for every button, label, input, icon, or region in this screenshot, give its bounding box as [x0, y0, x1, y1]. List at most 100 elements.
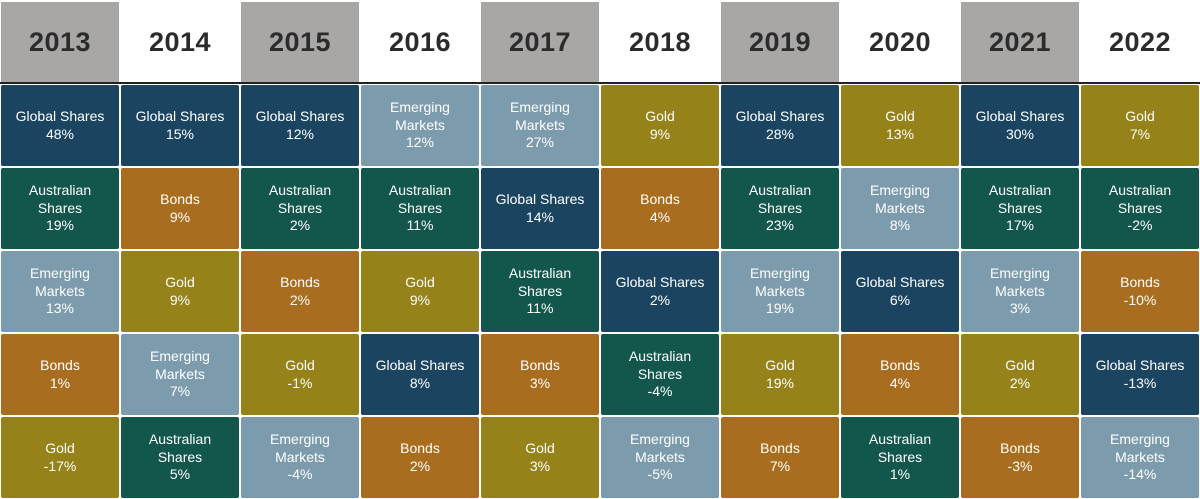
return-value: 19% [765, 300, 795, 317]
asset-label: Global Shares [135, 108, 225, 124]
year-header-2020: 2020 [868, 26, 932, 57]
year-header-2014: 2014 [148, 26, 212, 57]
return-cell-2014-emerging-markets: Emerging Markets 7% [121, 334, 239, 415]
year-header-2019: 2019 [721, 2, 839, 82]
return-value: -14% [1123, 466, 1157, 483]
asset-label: Markets [755, 282, 805, 299]
return-value: 9% [169, 208, 191, 225]
asset-label: Shares [277, 199, 323, 216]
return-cell-2016-gold: Gold 9% [361, 251, 479, 332]
asset-label: Bonds [1120, 274, 1160, 290]
year-header-2015: 2015 [241, 2, 359, 82]
return-value: 28% [765, 125, 795, 142]
asset-label: Markets [275, 448, 325, 465]
header-divider [0, 82, 1200, 84]
asset-label: Emerging [270, 431, 330, 448]
asset-label: Global Shares [255, 108, 345, 124]
asset-label: Global Shares [735, 108, 825, 124]
asset-label: Shares [637, 365, 683, 382]
asset-label: Gold [1005, 357, 1035, 373]
return-cell-2022-australian-shares: Australian Shares -2% [1081, 168, 1199, 249]
asset-label: Australian [268, 182, 332, 199]
asset-label: Bonds [760, 440, 800, 456]
return-value: 9% [649, 125, 671, 142]
return-cell-2017-global-shares: Global Shares 14% [481, 168, 599, 249]
return-value: 30% [1005, 125, 1035, 142]
asset-label: Australian [628, 348, 692, 365]
return-cell-2020-bonds: Bonds 4% [841, 334, 959, 415]
return-cell-2018-gold: Gold 9% [601, 85, 719, 166]
asset-label: Australian [28, 182, 92, 199]
asset-label: Shares [37, 199, 83, 216]
asset-label: Markets [155, 365, 205, 382]
return-value: 6% [889, 291, 911, 308]
return-cell-2022-emerging-markets: Emerging Markets -14% [1081, 417, 1199, 498]
asset-label: Markets [635, 448, 685, 465]
asset-label: Bonds [40, 357, 80, 373]
asset-label: Global Shares [495, 191, 585, 207]
asset-label: Shares [997, 199, 1043, 216]
year-header-2013: 2013 [1, 2, 119, 82]
return-value: 19% [45, 217, 75, 234]
return-cell-2014-bonds: Bonds 9% [121, 168, 239, 249]
return-value: -1% [287, 374, 313, 391]
return-value: 11% [526, 300, 554, 317]
return-value: 2% [409, 457, 431, 474]
return-value: 4% [889, 374, 911, 391]
return-cell-2019-emerging-markets: Emerging Markets 19% [721, 251, 839, 332]
return-cell-2019-gold: Gold 19% [721, 334, 839, 415]
return-cell-2019-bonds: Bonds 7% [721, 417, 839, 498]
asset-label: Gold [525, 440, 555, 456]
return-cell-2017-bonds: Bonds 3% [481, 334, 599, 415]
asset-label: Markets [1115, 448, 1165, 465]
asset-label: Shares [397, 199, 443, 216]
return-cell-2017-australian-shares: Australian Shares 11% [481, 251, 599, 332]
return-value: 14% [525, 208, 555, 225]
asset-label: Gold [645, 108, 675, 124]
return-cell-2013-emerging-markets: Emerging Markets 13% [1, 251, 119, 332]
return-cell-2014-australian-shares: Australian Shares 5% [121, 417, 239, 498]
return-value: 48% [45, 125, 75, 142]
return-cell-2018-australian-shares: Australian Shares -4% [601, 334, 719, 415]
return-cell-2015-gold: Gold -1% [241, 334, 359, 415]
asset-label: Australian [388, 182, 452, 199]
asset-label: Bonds [640, 191, 680, 207]
asset-label: Gold [285, 357, 315, 373]
return-cell-2015-australian-shares: Australian Shares 2% [241, 168, 359, 249]
return-cell-2013-australian-shares: Australian Shares 19% [1, 168, 119, 249]
return-cell-2022-bonds: Bonds -10% [1081, 251, 1199, 332]
return-value: 1% [889, 466, 911, 483]
asset-label: Bonds [160, 191, 200, 207]
return-cell-2014-global-shares: Global Shares 15% [121, 85, 239, 166]
asset-label: Gold [165, 274, 195, 290]
return-value: 4% [649, 208, 671, 225]
return-value: 8% [889, 217, 911, 234]
asset-label: Shares [1117, 199, 1163, 216]
asset-label: Bonds [1000, 440, 1040, 456]
return-cell-2016-australian-shares: Australian Shares 11% [361, 168, 479, 249]
return-cell-2013-gold: Gold -17% [1, 417, 119, 498]
return-value: 9% [169, 291, 191, 308]
asset-label: Gold [45, 440, 75, 456]
asset-label: Emerging [990, 265, 1050, 282]
return-value: -3% [1007, 457, 1033, 474]
return-value: 7% [1129, 125, 1151, 142]
return-cell-2015-emerging-markets: Emerging Markets -4% [241, 417, 359, 498]
return-value: 15% [165, 125, 195, 142]
asset-label: Shares [157, 448, 203, 465]
return-cell-2021-bonds: Bonds -3% [961, 417, 1079, 498]
year-header-2016: 2016 [388, 26, 452, 57]
return-value: -4% [287, 466, 313, 483]
return-value: 1% [49, 374, 71, 391]
asset-label: Global Shares [615, 274, 705, 290]
return-value: 9% [409, 291, 431, 308]
return-value: 2% [289, 291, 311, 308]
return-value: 3% [529, 374, 551, 391]
asset-label: Markets [515, 116, 565, 133]
return-value: -4% [647, 383, 673, 400]
asset-label: Shares [757, 199, 803, 216]
return-cell-2021-gold: Gold 2% [961, 334, 1079, 415]
return-cell-2013-global-shares: Global Shares 48% [1, 85, 119, 166]
asset-label: Australian [988, 182, 1052, 199]
return-cell-2022-global-shares: Global Shares -13% [1081, 334, 1199, 415]
